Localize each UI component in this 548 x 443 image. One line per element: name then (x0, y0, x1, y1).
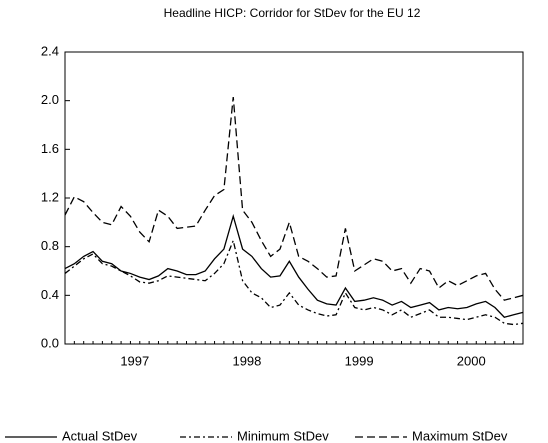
y-tick-label: 2.4 (41, 43, 59, 58)
legend-label: Maximum StDev (412, 428, 508, 443)
y-tick-label: 0.0 (41, 335, 59, 350)
plot-frame (64, 51, 524, 345)
series-line (64, 96, 524, 301)
x-tick-label: 1999 (345, 353, 374, 368)
series-line (64, 238, 524, 326)
x-tick-label: 1998 (232, 353, 261, 368)
y-tick-label: 1.2 (41, 189, 59, 204)
x-tick-label: 1997 (120, 353, 149, 368)
y-tick-label: 1.6 (41, 141, 59, 156)
legend-label: Actual StDev (62, 428, 138, 443)
y-tick-label: 2.0 (41, 92, 59, 107)
y-tick-label: 0.8 (41, 238, 59, 253)
chart-title: Headline HICP: Corridor for StDev for th… (164, 6, 421, 20)
y-tick-label: 0.4 (41, 287, 59, 302)
x-tick-label: 2000 (457, 353, 486, 368)
series-line (64, 213, 524, 318)
legend-label: Minimum StDev (237, 428, 329, 443)
